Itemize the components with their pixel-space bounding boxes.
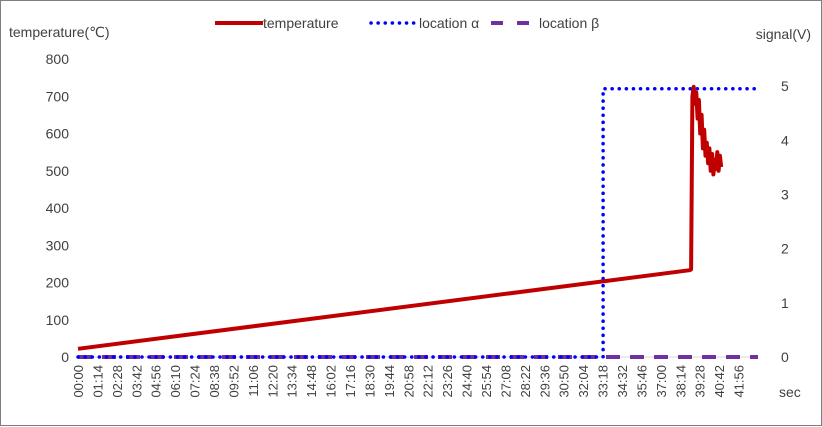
y-left-axis-label: temperature(℃): [9, 24, 110, 40]
y-right-tick-label: 1: [781, 295, 789, 311]
x-tick-label: 27:08: [498, 365, 513, 398]
y-left-tick-label: 200: [46, 275, 70, 291]
legend: temperature location α location β: [215, 15, 599, 31]
x-tick-label: 17:16: [343, 365, 358, 398]
x-tick-label: 33:18: [596, 365, 611, 398]
x-axis-label: sec: [779, 384, 801, 400]
y-left-tick-label: 500: [46, 163, 70, 179]
y-right-tick-label: 5: [781, 78, 789, 94]
x-tick-label: 40:42: [712, 365, 727, 398]
x-tick-label: 11:06: [246, 365, 261, 397]
y-left-tick-label: 0: [61, 349, 69, 365]
x-tick-label: 08:38: [207, 365, 222, 398]
y-left-tick-label: 700: [46, 88, 70, 104]
y-right-tick-label: 0: [781, 349, 789, 365]
y-left-tick-label: 400: [46, 200, 70, 216]
y-right-axis-label: signal(V): [756, 26, 811, 42]
legend-label: location β: [539, 15, 599, 31]
x-tick-label: 12:20: [265, 365, 280, 398]
x-tick-label: 34:32: [615, 365, 630, 398]
x-tick-label: 09:52: [226, 365, 241, 398]
x-tick-label: 14:48: [304, 365, 319, 398]
y-right-tick-label: 2: [781, 241, 789, 257]
x-tick-label: 20:58: [401, 365, 416, 398]
x-tick-label: 22:12: [421, 365, 436, 398]
x-tick-label: 28:22: [518, 365, 533, 398]
x-tick-label: 06:10: [168, 365, 183, 398]
y-left-tick-label: 600: [46, 126, 70, 142]
x-tick-label: 39:28: [693, 365, 708, 398]
x-tick-label: 32:04: [576, 365, 591, 398]
y-right-tick-labels: 0 1 2 3 4 5: [781, 78, 789, 365]
x-tick-label: 04:56: [149, 365, 164, 398]
y-left-tick-label: 300: [46, 237, 70, 253]
x-tick-label: 19:44: [382, 365, 397, 398]
series-line-temperature: [77, 84, 724, 351]
y-right-tick-label: 4: [781, 132, 789, 148]
x-tick-label: 30:50: [557, 365, 572, 398]
x-tick-label: 03:42: [129, 365, 144, 398]
x-tick-label: 24:40: [460, 365, 475, 398]
x-tick-label: 29:36: [537, 365, 552, 398]
x-tick-labels: 00:00 01:14 02:28 03:42 04:56 06:10 07:24 08:38…: [71, 365, 747, 398]
y-right-tick-label: 3: [781, 186, 789, 202]
y-left-tick-label: 800: [46, 51, 70, 67]
x-tick-label: 41:56: [732, 365, 747, 398]
legend-label: temperature: [263, 15, 339, 31]
x-tick-label: 23:26: [440, 365, 455, 398]
y-left-tick-label: 100: [46, 312, 70, 328]
y-left-tick-labels: 0 100 200 300 400 500 600 700 800: [46, 51, 70, 365]
x-tick-label: 07:24: [188, 365, 203, 398]
x-tick-label: 37:00: [654, 365, 669, 398]
x-tick-label: 16:02: [324, 365, 339, 398]
x-tick-label: 18:30: [362, 365, 377, 398]
x-tick-label: 02:28: [110, 365, 125, 398]
x-tick-label: 01:14: [90, 365, 105, 398]
legend-label: location α: [419, 15, 479, 31]
plot-area: [76, 84, 760, 359]
series-line-location-: [76, 87, 760, 359]
x-tick-label: 35:46: [634, 365, 649, 398]
x-tick-label: 00:00: [71, 365, 86, 398]
x-tick-label: 38:14: [673, 365, 688, 398]
x-tick-label: 25:54: [479, 365, 494, 398]
x-tick-label: 13:34: [285, 365, 300, 398]
